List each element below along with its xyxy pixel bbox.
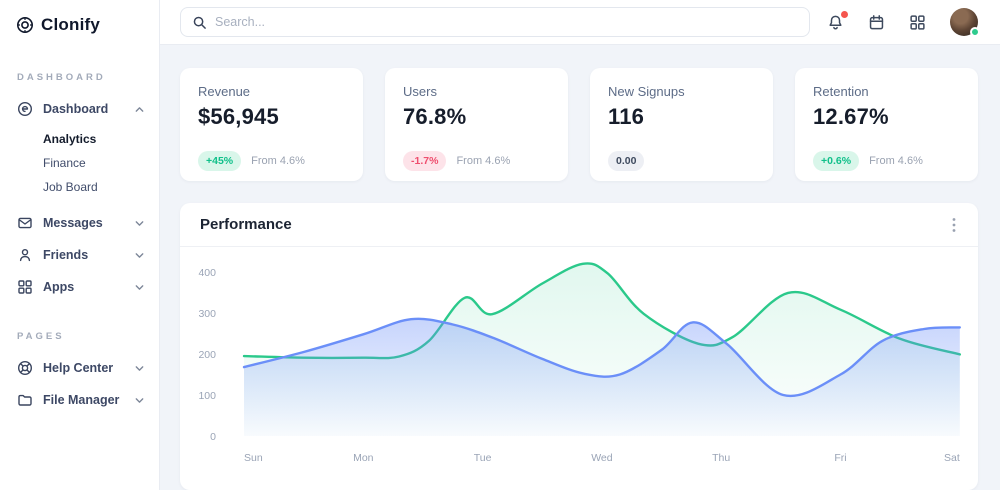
x-axis-label: Sun [244,452,263,464]
sidebar-sub-list: Analytics Finance Job Board [0,125,159,207]
stat-note: From 4.6% [869,155,923,167]
sidebar-item-label: Help Center [43,361,114,375]
sidebar-item-friends[interactable]: Friends [0,239,159,271]
sidebar-item-label: Apps [43,280,75,294]
sidebar-item-label: Dashboard [43,102,109,116]
help-icon [17,360,33,376]
sidebar-item-help-center[interactable]: Help Center [0,352,159,384]
grid-icon [17,279,33,295]
sidebar-item-label: Messages [43,216,103,230]
stat-footer: +45% From 4.6% [198,151,345,171]
apps-icon[interactable] [909,14,926,31]
performance-title: Performance [200,216,292,233]
sidebar: Clonify DASHBOARD Dashboard Analytics Finan… [0,0,160,490]
chevron-down-icon [134,395,145,406]
sidebar-item-dashboard[interactable]: Dashboard [0,93,159,125]
folder-icon [17,392,33,408]
sidebar-subitem-analytics[interactable]: Analytics [43,132,97,146]
stat-value: 76.8% [403,104,467,129]
stat-card-retention: Retention 12.67% +0.6% From 4.6% [795,68,978,181]
y-axis-tick: 100 [198,390,216,402]
stat-label: Retention [813,84,869,99]
y-axis-tick: 200 [198,349,216,361]
x-axis-label: Fri [834,452,846,464]
main-column: Revenue $56,945 +45% From 4.6% Users 76.8% -1.… [160,0,1000,490]
performance-card: Performance 400 300 200 100 0 Sun Mon Tue Wed Thu… [180,203,978,490]
mail-icon [17,215,33,231]
stat-note: From 4.6% [251,155,305,167]
trend-badge: +45% [198,151,242,171]
sidebar-item-label: Friends [43,248,89,262]
sidebar-section-label: PAGES [17,331,65,342]
y-axis-tick: 300 [198,308,216,320]
stat-value: 12.67% [813,104,889,129]
stat-value: $56,945 [198,104,279,129]
sidebar-subitem-finance[interactable]: Finance [43,156,86,170]
dashboard-content: Revenue $56,945 +45% From 4.6% Users 76.8% -1.… [160,45,1000,490]
brand-name: Clonify [41,15,101,34]
performance-chart: 400 300 200 100 0 Sun Mon Tue Wed Thu Fri Sat [180,247,978,490]
chevron-down-icon [134,250,145,261]
sidebar-nav: DASHBOARD Dashboard Analytics Finance Job Bo… [0,72,159,416]
online-status-dot [970,27,980,37]
chevron-down-icon [134,363,145,374]
notification-dot [841,10,848,18]
stat-note: From 4.6% [456,155,511,167]
avatar[interactable] [950,8,980,37]
stat-card-revenue: Revenue $56,945 +45% From 4.6% [180,68,363,181]
y-axis-tick: 0 [210,431,216,443]
stat-label: Revenue [198,84,251,99]
clonify-logo-icon [16,16,34,34]
y-axis-tick: 400 [198,267,216,279]
x-axis-label: Wed [591,452,613,464]
sidebar-item-messages[interactable]: Messages [0,207,159,239]
stat-card-users: Users 76.8% -1.7% From 4.6% [385,68,568,181]
performance-chart-svg: 400 300 200 100 0 Sun Mon Tue Wed Thu Fri Sat [198,262,961,464]
x-axis-label: Sat [944,452,960,464]
stat-footer: -1.7% From 4.6% [403,151,550,171]
user-icon [17,247,33,263]
sidebar-item-label: File Manager [43,393,120,407]
series-blue-line [242,317,961,398]
sidebar-section-label: DASHBOARD [17,72,106,83]
trend-badge: -1.7% [403,151,447,171]
sidebar-subitem-job-board[interactable]: Job Board [43,180,98,194]
stat-card-new-signups: New Signups 116 0.00 [590,68,773,181]
topbar-actions [827,8,980,37]
bell-icon[interactable] [827,10,848,31]
calendar-icon[interactable] [868,14,885,31]
brand-logo[interactable]: Clonify [0,12,159,38]
trend-badge: +0.6% [813,151,860,171]
search-icon [192,15,207,30]
sidebar-item-file-manager[interactable]: File Manager [0,384,159,416]
kebab-menu-icon[interactable] [950,215,958,235]
sidebar-item-apps[interactable]: Apps [0,271,159,303]
stats-row: Revenue $56,945 +45% From 4.6% Users 76.8% -1.… [180,68,978,181]
stat-value: 116 [608,104,645,129]
search-input[interactable] [215,15,798,29]
x-axis-label: Tue [474,452,492,464]
dashboard-icon [17,101,33,117]
stat-footer: +0.6% From 4.6% [813,151,960,171]
stat-footer: 0.00 [608,151,755,171]
performance-header: Performance [180,203,978,247]
topbar [160,0,1000,45]
chevron-down-icon [134,282,145,293]
x-axis-label: Mon [353,452,374,464]
stat-label: New Signups [608,84,685,99]
stat-label: Users [403,84,437,99]
trend-badge: 0.00 [608,151,645,171]
chevron-up-icon [134,104,145,115]
x-axis-label: Thu [712,452,730,464]
chevron-down-icon [134,218,145,229]
search-box[interactable] [180,7,810,37]
